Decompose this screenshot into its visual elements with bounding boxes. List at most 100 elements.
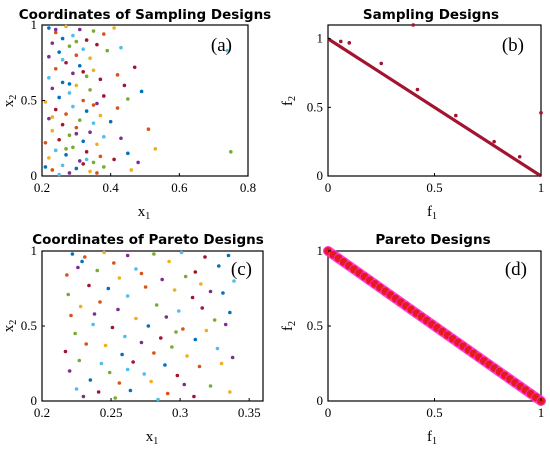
x-tick-label: 0.3 [172, 405, 188, 420]
panel-c-xlabel: x1 [146, 429, 159, 447]
data-point [74, 125, 79, 130]
data-point [232, 279, 236, 283]
data-point [53, 66, 58, 71]
y-tick-label: 0.5 [21, 93, 37, 108]
data-point [91, 160, 96, 165]
data-point [102, 134, 106, 139]
data-point [125, 294, 130, 298]
data-point [102, 32, 106, 36]
data-point [88, 169, 92, 174]
data-point [120, 352, 124, 357]
data-point [57, 137, 61, 142]
panel-a-ylabel: x2 [1, 95, 19, 108]
data-point [164, 315, 169, 319]
data-point [115, 106, 120, 110]
data-point [77, 159, 82, 163]
data-point [158, 336, 163, 340]
data-point [129, 168, 134, 172]
data-point [84, 38, 89, 42]
data-point [74, 39, 79, 44]
data-point [230, 355, 235, 360]
data-point [517, 154, 522, 159]
x-tick-label: 0 [325, 180, 332, 195]
data-point [215, 346, 220, 351]
data-point [53, 107, 58, 112]
data-point [172, 288, 177, 292]
data-point [47, 116, 51, 121]
data-point [81, 98, 85, 103]
data-point [193, 270, 198, 274]
data-point [64, 153, 68, 157]
data-point [139, 340, 144, 345]
data-point [125, 253, 130, 258]
data-point [64, 112, 68, 116]
panel-b-yticks: 00.51 [307, 31, 331, 183]
data-point [142, 372, 147, 376]
data-point [170, 345, 174, 349]
data-point [43, 165, 48, 169]
data-point [95, 171, 99, 175]
y-tick-label: 0 [31, 168, 38, 183]
panel-d-tag: (d) [505, 259, 527, 280]
data-point [84, 150, 89, 154]
data-point [74, 387, 79, 391]
x-tick-label: 0.5 [426, 180, 442, 195]
data-point [99, 361, 104, 366]
data-point [152, 351, 156, 355]
data-point [43, 100, 48, 104]
data-point [108, 119, 113, 124]
data-point [415, 87, 420, 92]
data-point [217, 264, 221, 268]
data-point [70, 252, 75, 256]
y-tick-label: 1 [31, 17, 38, 32]
data-point [71, 33, 75, 38]
data-point [67, 44, 72, 48]
data-point [229, 150, 233, 154]
data-point [74, 166, 79, 171]
data-point [103, 343, 108, 348]
data-point [60, 163, 65, 168]
data-point [163, 363, 167, 367]
data-point [57, 95, 61, 100]
panel-c-ylabel: x2 [1, 320, 19, 333]
data-point [338, 39, 343, 44]
panel-b-plot-area [327, 24, 542, 177]
data-point [212, 318, 217, 322]
data-point [185, 354, 189, 358]
data-point [95, 142, 99, 147]
x-tick-label: 1 [538, 180, 545, 195]
data-point [47, 54, 51, 59]
data-point [179, 250, 184, 255]
data-point [78, 304, 83, 309]
data-point [139, 271, 144, 276]
data-point [539, 111, 543, 115]
data-point [50, 86, 55, 91]
data-point [379, 61, 384, 66]
data-point [67, 133, 72, 138]
data-point [131, 360, 135, 364]
data-point [66, 292, 71, 297]
data-point [203, 255, 207, 259]
data-point [80, 259, 84, 264]
panel-d-yticks: 00.51 [307, 243, 331, 408]
data-point [71, 145, 75, 150]
data-point [132, 65, 137, 70]
data-point [77, 63, 82, 68]
data-point [84, 74, 89, 79]
data-point [154, 303, 159, 307]
data-point [91, 68, 96, 73]
data-point [110, 325, 115, 330]
y-tick-label: 0 [317, 168, 324, 183]
data-point [117, 381, 122, 385]
data-point [84, 157, 89, 162]
data-point [67, 171, 72, 175]
x-tick-label: 0 [325, 405, 332, 420]
data-point [219, 361, 224, 366]
data-point [50, 41, 55, 45]
x-tick-label: 0.35 [238, 405, 261, 420]
data-point [81, 47, 85, 51]
data-point [95, 42, 99, 47]
data-point [88, 88, 92, 92]
data-point [115, 73, 120, 77]
